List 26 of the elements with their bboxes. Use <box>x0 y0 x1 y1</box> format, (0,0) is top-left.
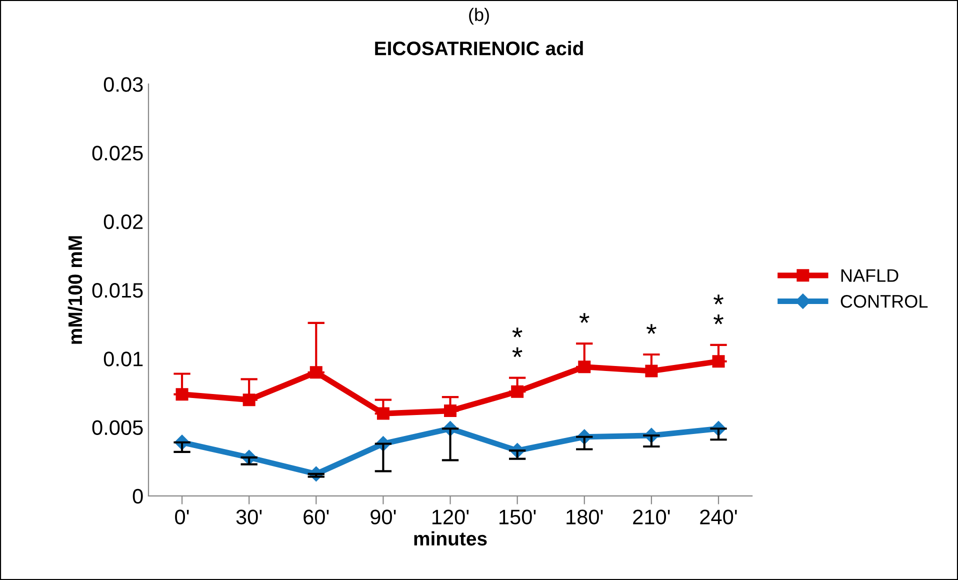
x-axis-title: minutes <box>414 531 487 546</box>
x-tick-label: 210' <box>633 510 670 524</box>
y-tick-label: 0 <box>132 488 143 504</box>
x-tick-label: 240' <box>700 510 737 524</box>
x-tick-label: 90' <box>370 510 396 524</box>
y-tick-label: 0.02 <box>104 214 143 230</box>
x-tick-label: 180' <box>566 510 603 524</box>
x-tick-label: 150' <box>500 510 536 524</box>
annotation: * * <box>714 294 724 324</box>
y-tick-label: 0.01 <box>104 352 143 366</box>
y-axis-title: mM/100 mM <box>68 236 82 344</box>
y-tick-label: 0.025 <box>92 146 143 160</box>
x-tick-label: 60' <box>304 510 329 524</box>
annotation: * * <box>512 328 522 358</box>
y-tick-label: 0.015 <box>92 283 143 298</box>
annotation: * <box>579 313 590 323</box>
x-tick-label: 0' <box>175 510 189 524</box>
x-tick-label: 120' <box>432 510 469 524</box>
legend-label: NAFLD <box>841 269 898 282</box>
annotation: * <box>646 324 656 334</box>
x-tick-label: 30' <box>236 510 262 524</box>
y-tick-label: 0.005 <box>92 420 143 436</box>
legend-label: CONTROL <box>840 294 928 308</box>
y-tick-label: 0.03 <box>104 77 143 92</box>
text: (b) <box>469 8 489 25</box>
chart-title: EICOSATRIENOIC acid <box>375 41 583 56</box>
